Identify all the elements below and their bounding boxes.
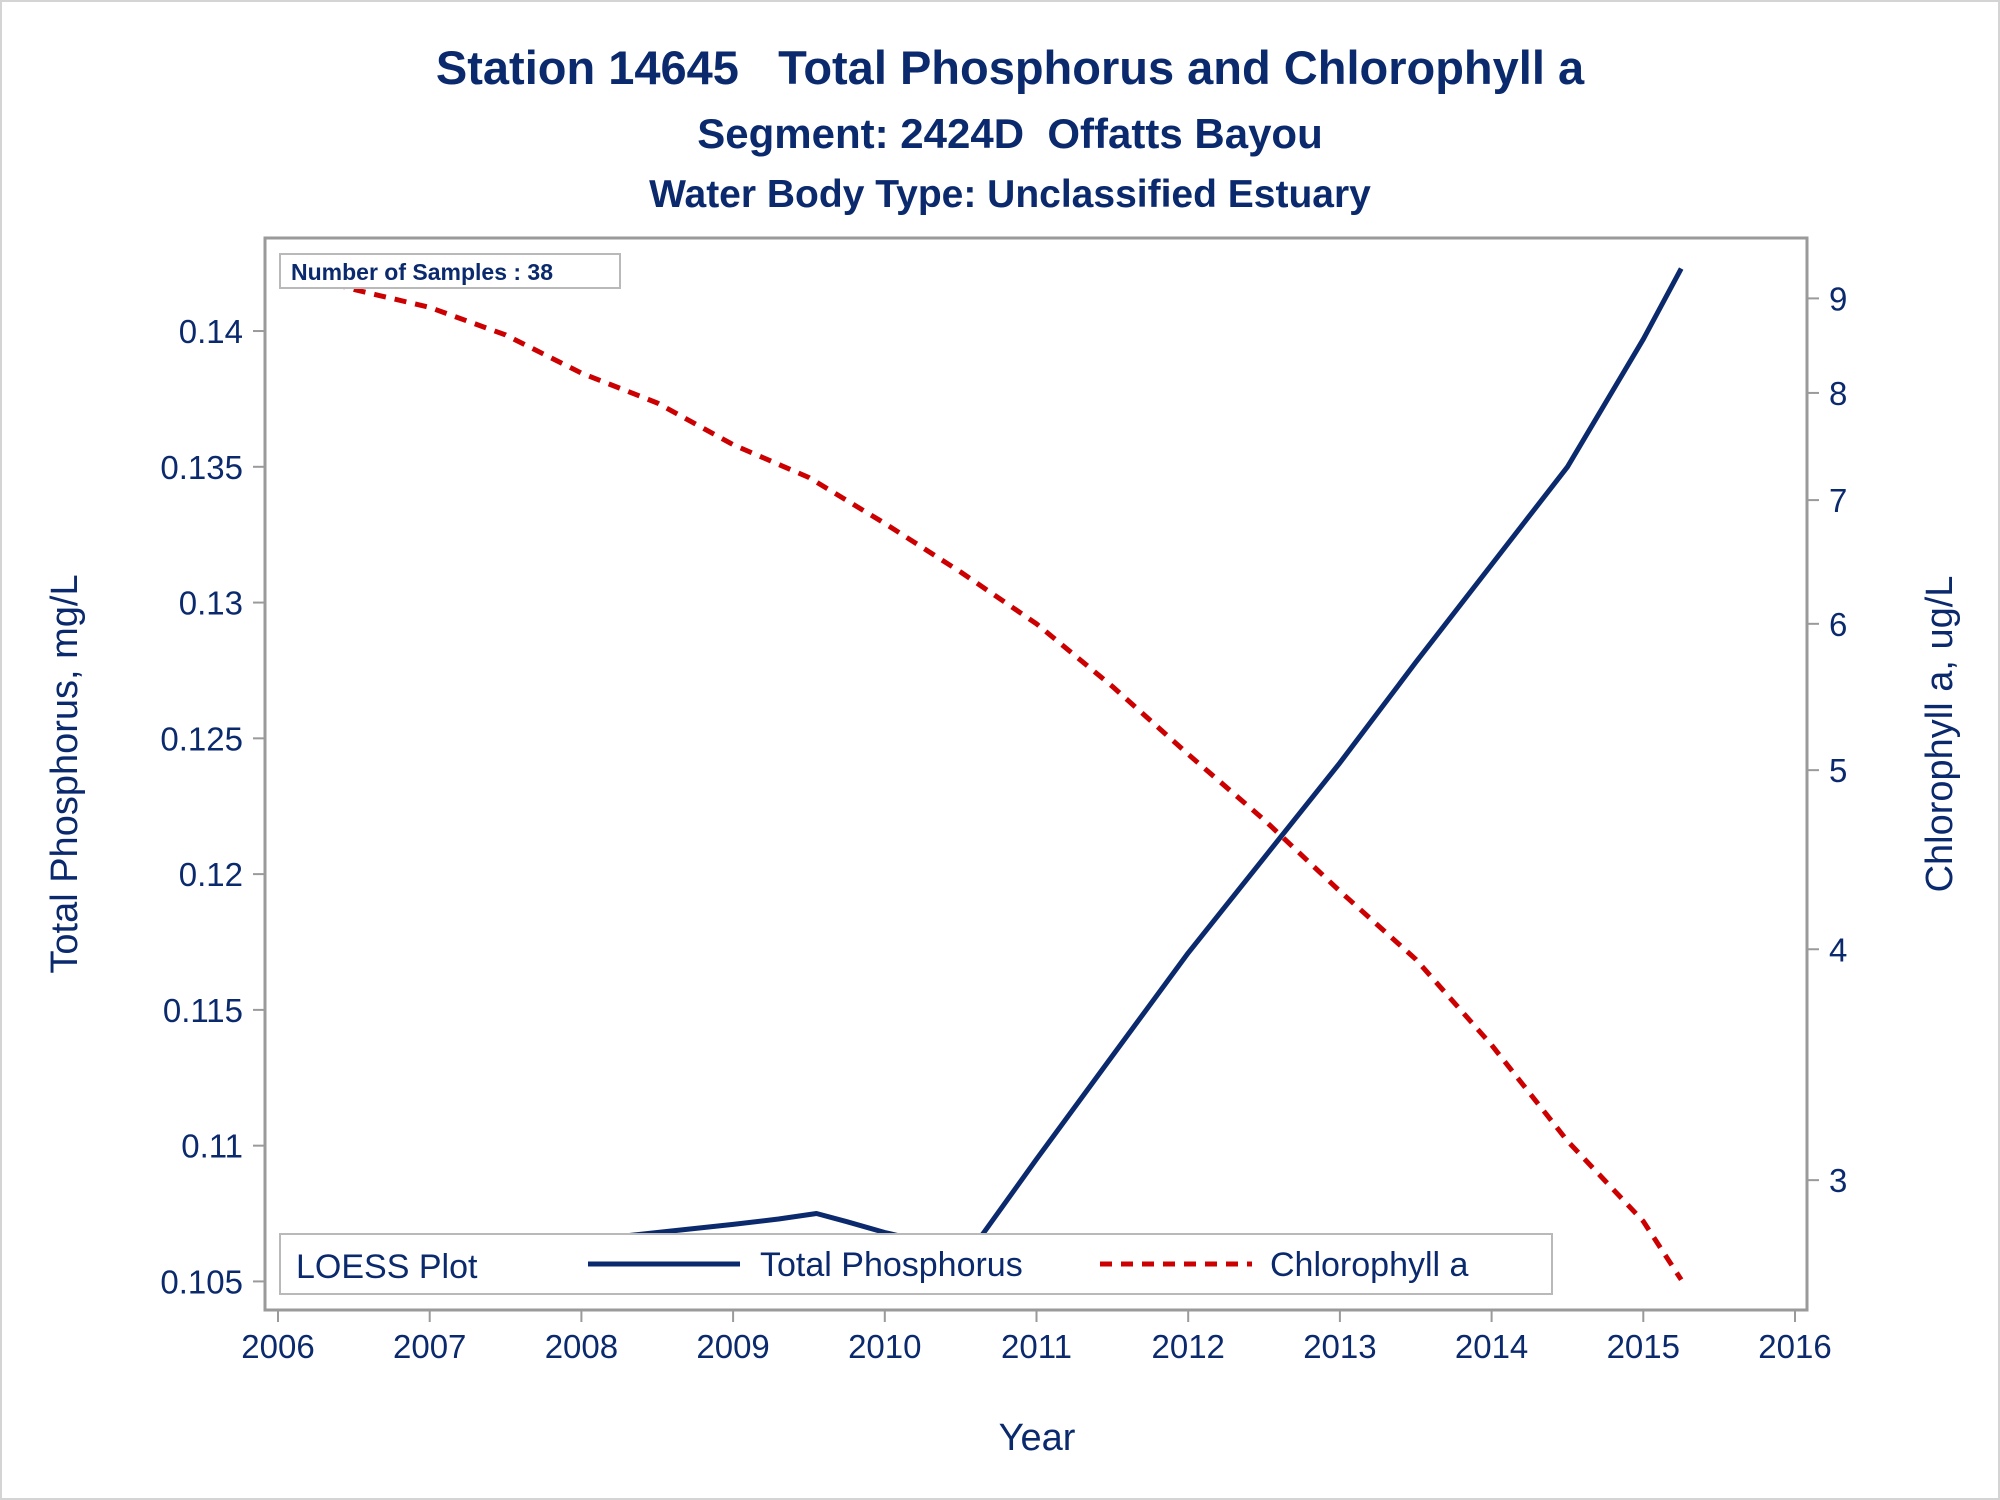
x-tick-label: 2006 [241,1328,314,1365]
y2-axis-label: Chlorophyll a, ug/L [1919,576,1961,893]
y2-tick-label: 3 [1829,1162,1847,1199]
series-line-chlorophyll-a [292,269,1684,1282]
x-tick-label: 2013 [1303,1328,1376,1365]
y2-tick-label: 7 [1829,482,1847,519]
x-tick-label: 2008 [545,1328,618,1365]
legend-label-chlorophyll-a: Chlorophyll a [1270,1246,1469,1284]
x-tick-label: 2009 [696,1328,769,1365]
y-tick-label: 0.11 [181,1128,243,1165]
sample-count-text: Number of Samples : 38 [291,259,553,285]
x-tick-label: 2010 [848,1328,921,1365]
y-axis-left: 0.105 0.11 0.115 0.12 0.125 0.13 0.135 0.14 [160,313,265,1300]
y2-tick-label: 8 [1829,375,1847,412]
x-tick-label: 2007 [393,1328,466,1365]
x-tick-label: 2014 [1455,1328,1528,1365]
x-tick-label: 2012 [1151,1328,1224,1365]
y2-tick-label: 6 [1829,606,1847,643]
y2-tick-label: 5 [1829,752,1847,789]
chart-subtitle: Segment: 2424D Offatts Bayou [697,110,1323,157]
y-axis-right: 3 4 5 6 7 8 9 [1807,280,1847,1199]
legend-box [279,1233,1553,1295]
y-tick-label: 0.105 [160,1263,243,1300]
series-line-total-phosphorus [292,267,1684,1290]
series-layer [292,267,1684,1290]
y-axis-label: Total Phosphorus, mg/L [44,574,86,973]
y-tick-label: 0.115 [163,992,243,1029]
y-tick-label: 0.125 [160,720,243,757]
legend: LOESS Plot Total Phosphorus Chlorophyll … [279,1233,1553,1295]
x-axis: 2006 2007 2008 2009 2010 2011 2012 2013 2014 2015… [241,1310,1832,1365]
sample-count-border [279,253,621,289]
y-tick-label: 0.135 [160,449,243,486]
y2-tick-label: 4 [1829,931,1847,968]
x-tick-label: 2015 [1607,1328,1680,1365]
y-tick-label: 0.13 [179,585,243,622]
chart-subtitle-2: Water Body Type: Unclassified Estuary [649,173,1371,216]
y2-tick-label: 9 [1829,280,1847,317]
x-tick-label: 2011 [1001,1328,1072,1365]
chart-title: Station 14645 Total Phosphorus and Chlor… [436,41,1585,94]
y-tick-label: 0.14 [179,313,243,350]
x-tick-label: 2016 [1758,1328,1831,1365]
sample-count-box: Number of Samples : 38 [279,253,621,289]
legend-label-total-phosphorus: Total Phosphorus [760,1246,1023,1284]
y-tick-label: 0.12 [179,856,243,893]
x-axis-label: Year [999,1417,1076,1459]
legend-title: LOESS Plot [296,1248,478,1286]
